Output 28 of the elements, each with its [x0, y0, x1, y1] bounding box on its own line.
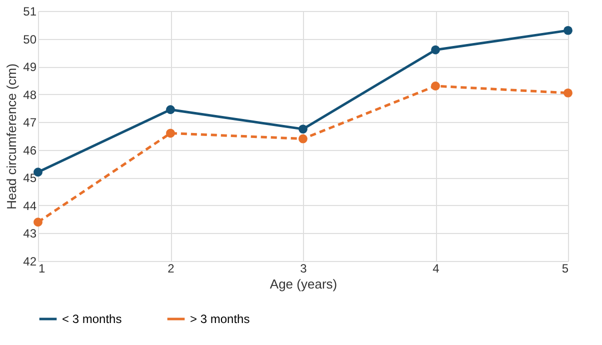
legend-label: < 3 months [62, 312, 122, 326]
y-tick-label: 48 [23, 88, 37, 102]
point [431, 82, 440, 90]
x-tick-label: 2 [168, 262, 175, 276]
y-tick-label: 47 [23, 116, 37, 130]
point [431, 45, 440, 54]
y-tick-label: 42 [23, 254, 37, 268]
point [298, 124, 308, 134]
x-tick-label: 5 [562, 262, 569, 276]
y-tick-label: 45 [23, 171, 37, 186]
y-tick-label: 51 [23, 4, 37, 18]
y-tick-label: 50 [23, 32, 37, 46]
point [564, 26, 572, 35]
point [298, 134, 308, 144]
point [166, 105, 175, 114]
x-tick-label: 4 [432, 262, 440, 276]
y-tick-label: 46 [23, 143, 37, 158]
point [34, 218, 42, 227]
y-tick-label: 49 [23, 60, 37, 74]
point [564, 88, 572, 98]
legend-label: > 3 months [190, 312, 250, 326]
point [166, 128, 175, 138]
x-tick-label: 1 [38, 262, 46, 276]
y-tick-label: 44 [23, 198, 37, 213]
y-tick-label: 43 [23, 226, 37, 241]
x-tick-label: 3 [300, 262, 308, 276]
y-axis-title: Head circumference (cm) [4, 64, 20, 210]
x-axis-title: Age (years) [270, 276, 338, 292]
